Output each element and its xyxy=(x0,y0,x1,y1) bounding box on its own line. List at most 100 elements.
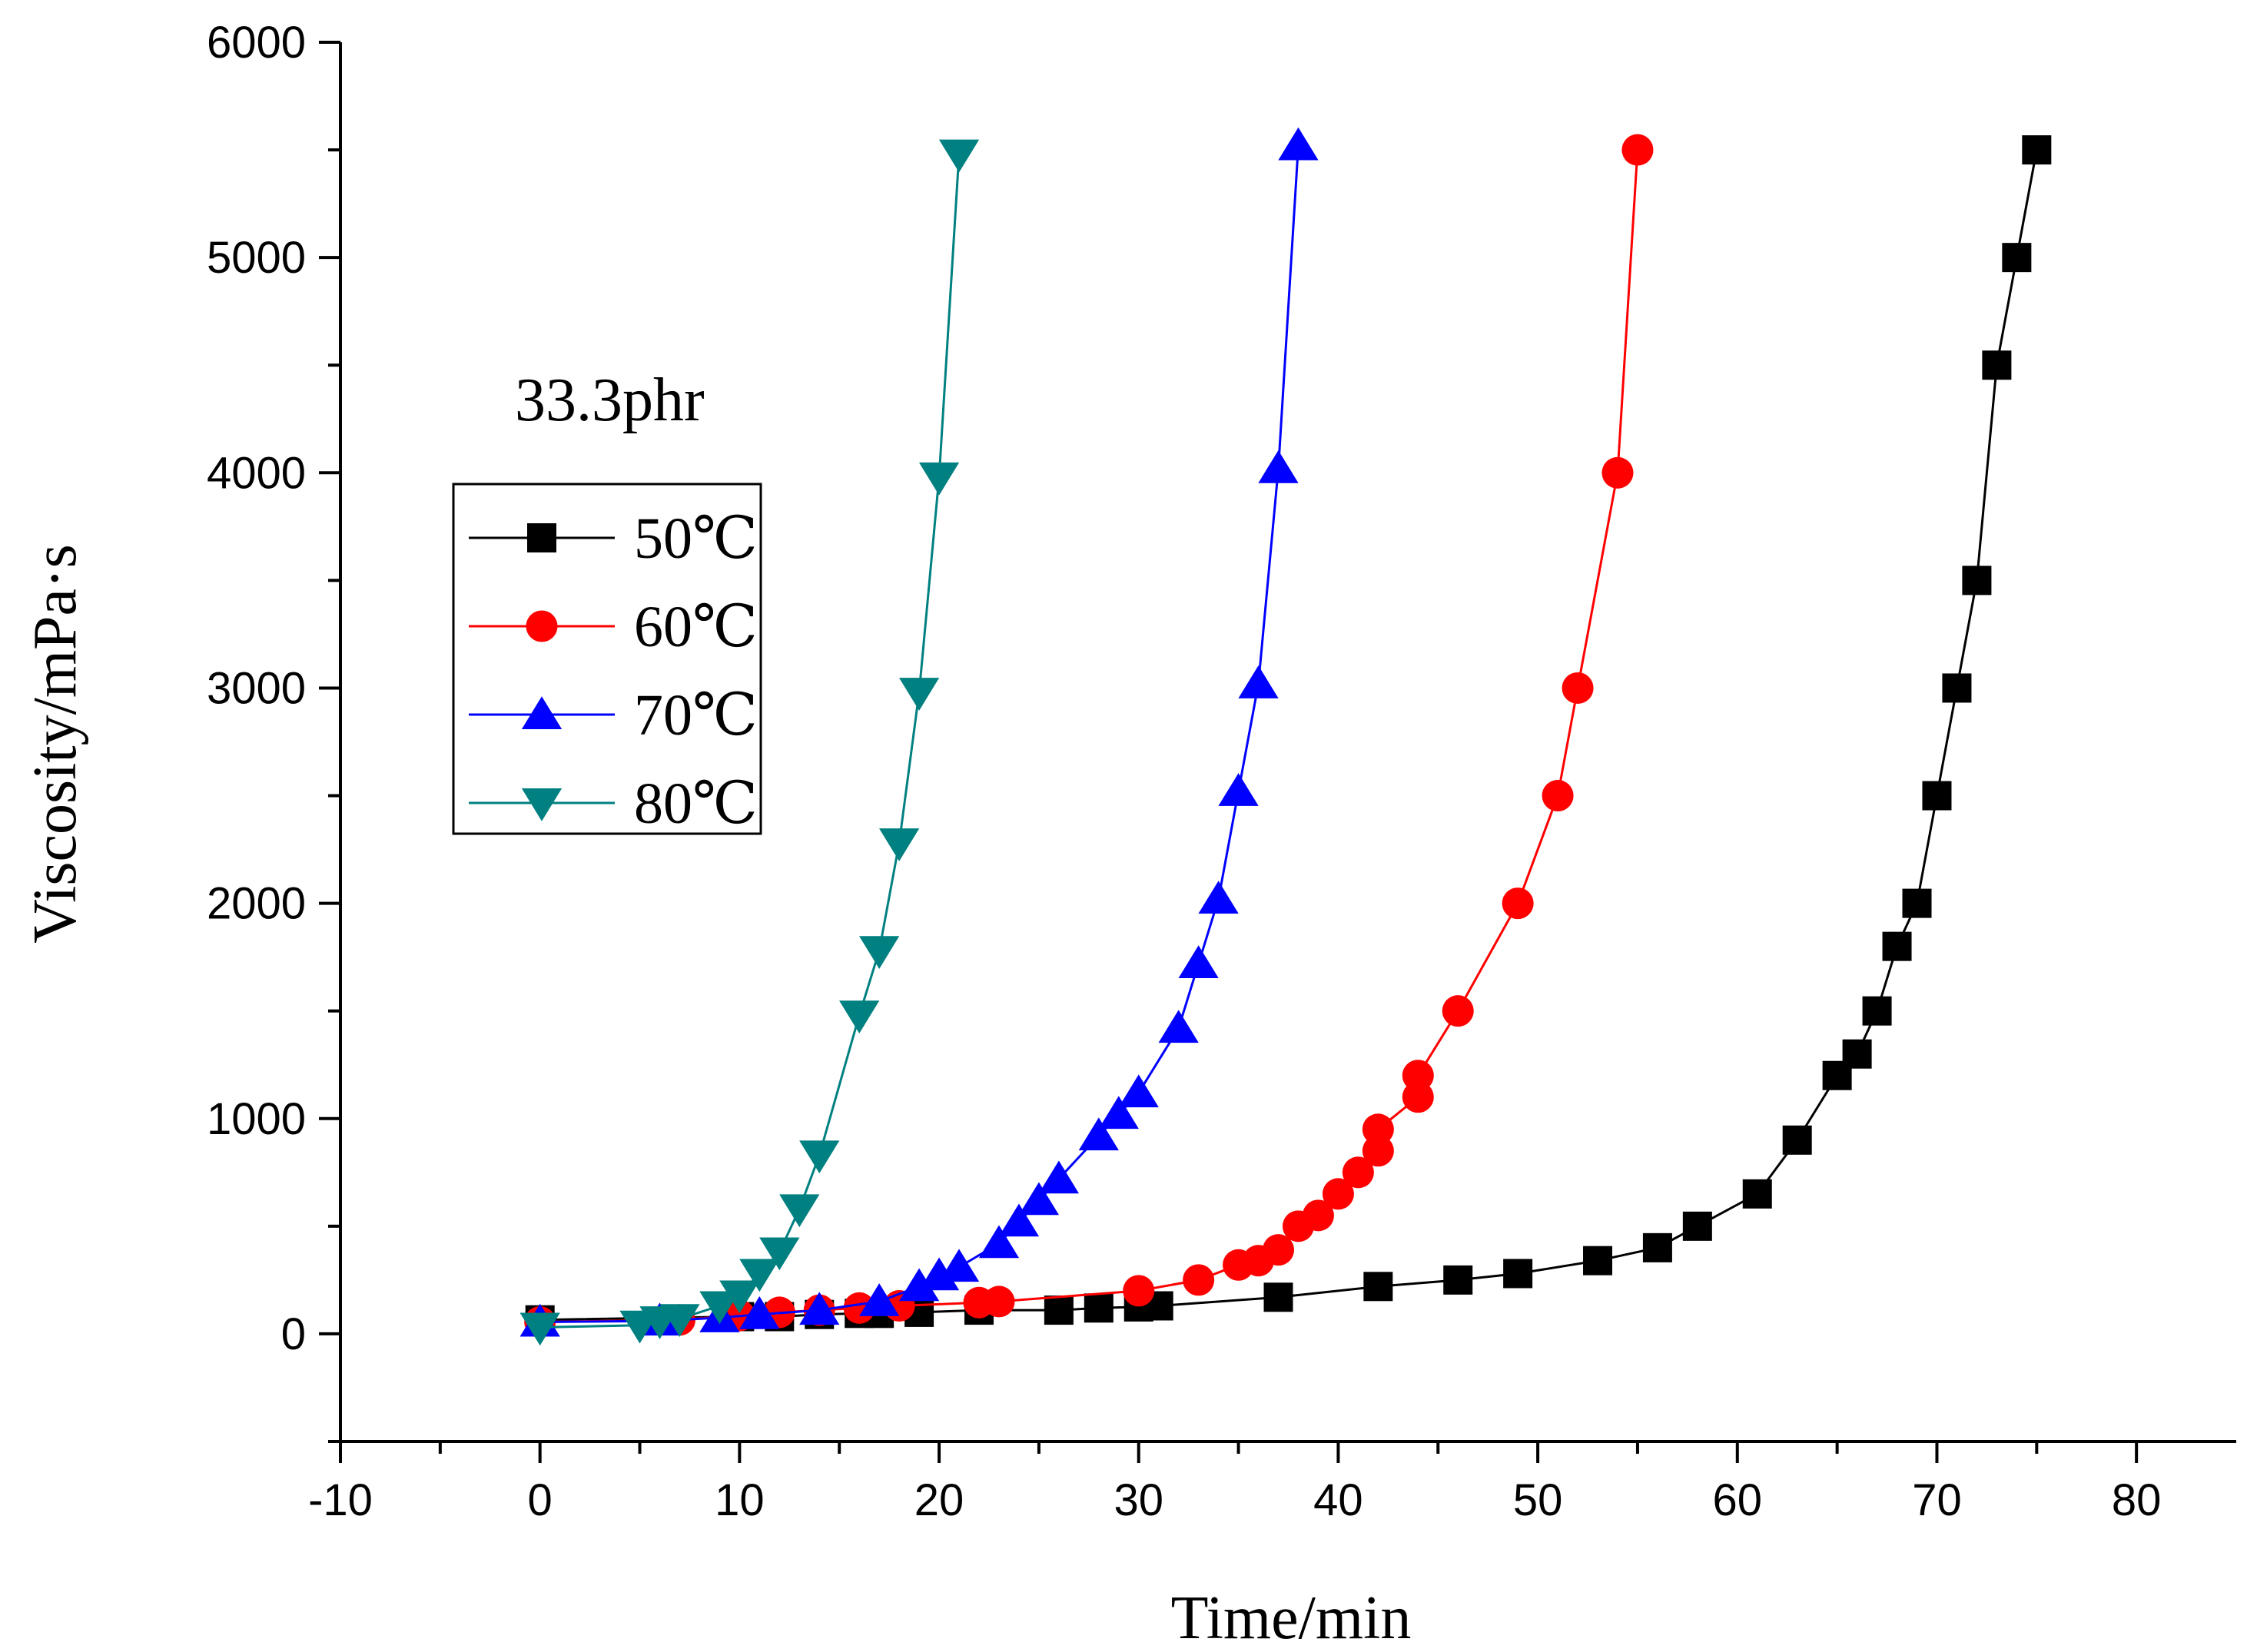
legend-marker xyxy=(521,696,563,729)
x-axis-title: Time/min xyxy=(1171,1584,1412,1652)
data-point xyxy=(2002,243,2032,273)
data-point xyxy=(1363,1272,1393,1302)
data-point xyxy=(1183,1264,1215,1296)
y-tick-label: 2000 xyxy=(207,879,306,929)
legend-item: 60℃ xyxy=(469,595,758,659)
data-point xyxy=(918,1257,960,1291)
data-point xyxy=(659,1304,700,1338)
data-point xyxy=(1682,1211,1712,1241)
y-tick-label: 3000 xyxy=(207,663,306,713)
data-point xyxy=(1302,1199,1334,1232)
data-point xyxy=(918,462,960,496)
data-point xyxy=(1218,773,1259,806)
x-tick-label: 10 xyxy=(715,1475,765,1525)
series-3 xyxy=(519,139,980,1346)
data-point xyxy=(1621,134,1654,166)
x-tick-label: 20 xyxy=(914,1475,964,1525)
data-point xyxy=(799,1292,840,1325)
data-point xyxy=(1902,888,1932,918)
x-tick-label: 0 xyxy=(528,1475,553,1525)
data-point xyxy=(1258,449,1299,483)
data-point xyxy=(983,1285,1015,1318)
y-tick-label: 0 xyxy=(281,1309,306,1359)
data-point xyxy=(1238,665,1279,698)
data-point xyxy=(1038,1160,1079,1194)
legend-marker xyxy=(526,610,558,642)
data-point xyxy=(1842,1039,1872,1069)
x-tick-label: 40 xyxy=(1313,1475,1363,1525)
data-point xyxy=(719,1280,760,1314)
y-tick-label: 4000 xyxy=(207,448,306,498)
data-point xyxy=(1402,1060,1434,1092)
data-point xyxy=(1118,1074,1159,1108)
data-point xyxy=(839,1000,880,1034)
data-point xyxy=(898,1268,940,1302)
data-point xyxy=(779,1194,820,1228)
data-point xyxy=(759,1237,800,1271)
legend: 50℃ 60℃ 70℃ 80℃ xyxy=(452,483,762,836)
axes-layer: -10 0 10 20 30 40 50 60 70 80 0 1000 2000 3000 4000 500… xyxy=(207,18,2236,1525)
data-point xyxy=(1782,1125,1812,1155)
legend-box xyxy=(452,483,762,835)
data-point xyxy=(1742,1179,1772,1209)
data-point xyxy=(1942,673,1972,703)
data-point xyxy=(1198,881,1239,914)
legend-items: 50℃ 60℃ 70℃ 80℃ xyxy=(469,506,758,836)
legend-label: 50℃ xyxy=(634,506,758,571)
data-point xyxy=(1263,1282,1293,1312)
data-point xyxy=(859,1283,900,1316)
legend-label: 70℃ xyxy=(634,683,758,748)
data-point xyxy=(1562,672,1594,704)
x-tick-label: 60 xyxy=(1713,1475,1763,1525)
loading-annotation: 33.3phr xyxy=(515,367,705,434)
data-point xyxy=(1262,1234,1295,1266)
legend-marker xyxy=(521,788,563,821)
legend-item: 50℃ xyxy=(469,506,758,571)
data-point xyxy=(1882,931,1912,961)
data-point xyxy=(1178,945,1219,979)
data-point xyxy=(1044,1295,1074,1325)
data-point xyxy=(1123,1275,1155,1307)
data-point xyxy=(699,1291,740,1325)
y-axis-title: Viscosity/mPa·s xyxy=(22,544,89,944)
data-point xyxy=(1322,1178,1354,1210)
data-point xyxy=(859,936,900,969)
data-point xyxy=(1502,887,1534,920)
data-point xyxy=(1098,1096,1139,1130)
data-point xyxy=(1342,1156,1374,1189)
y-tick-label: 1000 xyxy=(207,1094,306,1144)
data-point xyxy=(1018,1182,1060,1216)
data-point xyxy=(878,828,920,861)
data-point xyxy=(938,1249,980,1282)
data-point xyxy=(1583,1246,1613,1275)
data-point xyxy=(1642,1232,1672,1262)
data-point xyxy=(1443,1265,1473,1295)
data-point xyxy=(938,139,980,173)
data-point xyxy=(1442,995,1474,1027)
data-point xyxy=(1862,996,1892,1026)
x-tick-label: 30 xyxy=(1114,1475,1163,1525)
data-point xyxy=(1601,456,1634,489)
data-point xyxy=(1962,566,1992,595)
y-tick-label: 6000 xyxy=(207,18,306,68)
legend-item: 70℃ xyxy=(469,683,758,748)
data-point xyxy=(1922,781,1952,811)
data-point xyxy=(739,1259,780,1292)
data-point xyxy=(739,1295,780,1329)
data-point xyxy=(1078,1117,1119,1151)
data-point xyxy=(1362,1113,1394,1146)
x-tick-label: 50 xyxy=(1513,1475,1563,1525)
legend-label: 60℃ xyxy=(634,595,758,659)
data-point xyxy=(898,678,940,711)
data-point xyxy=(1542,780,1574,812)
data-point xyxy=(998,1203,1040,1237)
x-tick-label: -10 xyxy=(308,1475,373,1525)
data-point xyxy=(1084,1293,1114,1323)
data-point xyxy=(1503,1259,1533,1289)
legend-marker xyxy=(527,523,556,552)
y-tick-label: 5000 xyxy=(207,233,306,283)
series-layer xyxy=(519,127,2052,1346)
legend-label: 80℃ xyxy=(634,771,758,836)
